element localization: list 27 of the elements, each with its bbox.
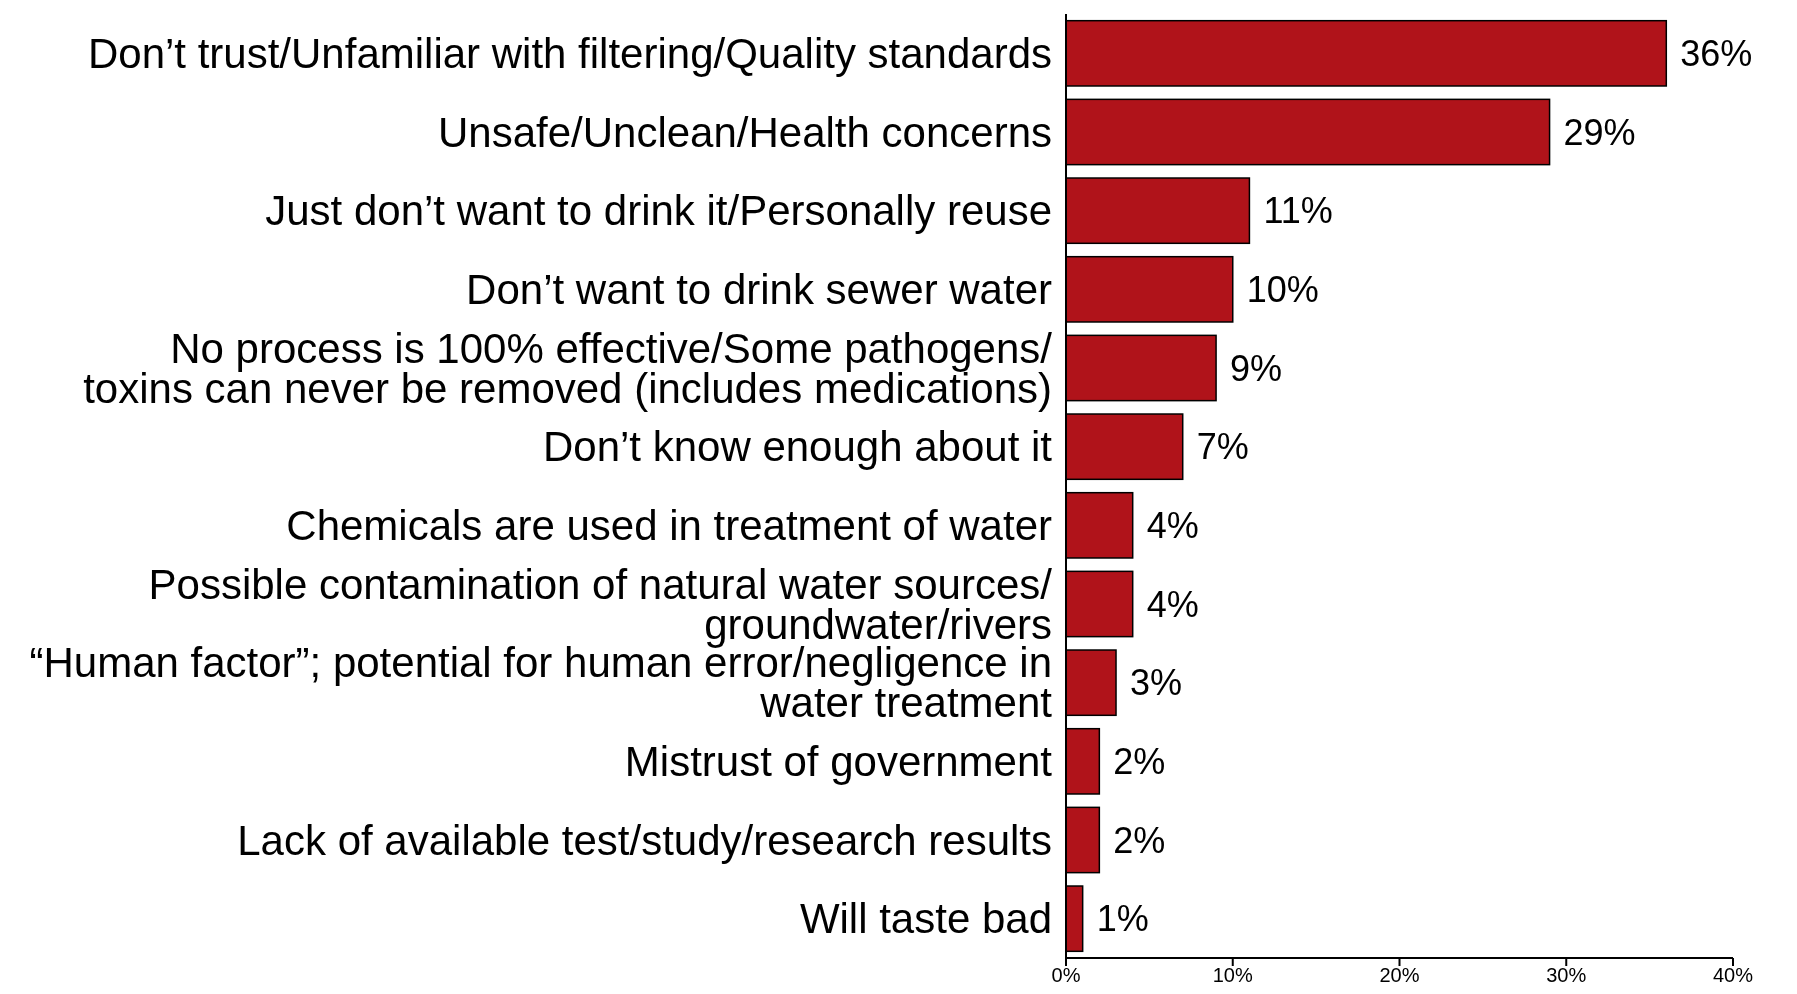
data-label: 9% [1230, 347, 1283, 389]
data-label: 10% [1246, 268, 1319, 310]
data-label: 11% [1263, 190, 1333, 232]
x-tick-label: 10% [1212, 964, 1253, 986]
x-tick-label: 30% [1546, 964, 1587, 986]
data-label: 1% [1096, 898, 1149, 940]
y-tick-label: Mistrust of government [624, 738, 1053, 786]
data-label: 2% [1113, 740, 1166, 782]
y-tick-label: Don’t want to drink sewer water [466, 266, 1052, 314]
y-tick-label: Chemicals are used in treatment of water [286, 502, 1053, 550]
y-tick-label: Unsafe/Unclean/Health concerns [437, 108, 1052, 156]
data-label: 4% [1146, 504, 1199, 546]
data-label: 2% [1113, 819, 1166, 861]
data-label: 29% [1563, 111, 1636, 153]
y-tick-label: No process is 100% effective/Some pathogens/ toxins can never be removed (includes medications) [83, 324, 1053, 412]
x-tick-label: 0% [1051, 964, 1081, 986]
y-tick-label: Don’t trust/Unfamiliar with filtering/Quality standards [87, 30, 1052, 78]
data-label: 7% [1196, 426, 1249, 468]
y-tick-label: Will taste bad [799, 895, 1052, 943]
y-tick-label: Just don’t want to drink it/Personally reuse [265, 187, 1052, 235]
data-label: 3% [1130, 662, 1183, 704]
data-label: 4% [1146, 583, 1199, 625]
y-tick-label: Don’t know enough about it [542, 423, 1053, 471]
x-tick-label: 40% [1712, 964, 1754, 986]
y-tick-label: Lack of available test/study/research results [237, 816, 1052, 864]
x-tick-label: 20% [1379, 964, 1420, 986]
data-label: 36% [1680, 32, 1753, 74]
